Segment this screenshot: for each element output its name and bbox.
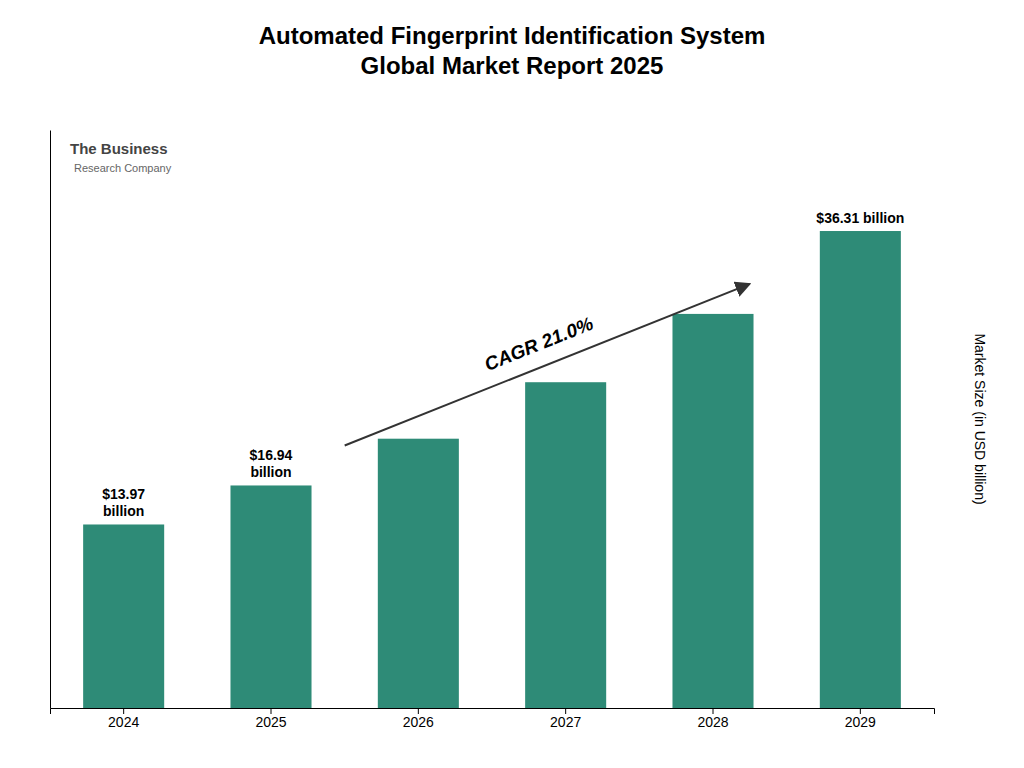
x-tick-label: 2024 — [108, 714, 139, 730]
bar — [230, 485, 311, 708]
data-label: $36.31 billion — [816, 210, 904, 226]
plot-area: 2024 2025 2026 2027 2028 2029 $13.97billion $16… — [51, 131, 935, 730]
x-tick: 2024 — [108, 708, 139, 730]
bars — [83, 231, 901, 708]
title: Automated Fingerprint Identification Sys… — [259, 22, 766, 79]
x-tick: 2025 — [255, 708, 286, 730]
bar — [525, 382, 606, 708]
logo-text: The Business — [70, 140, 168, 157]
x-tick: 2026 — [403, 708, 434, 730]
annotation: CAGR 21.0% — [482, 313, 597, 375]
cagr-arrow — [345, 284, 750, 446]
x-tick-label: 2027 — [550, 714, 581, 730]
x-tick-label: 2029 — [845, 714, 876, 730]
data-label: $16.94billion — [250, 447, 293, 480]
data-labels: $13.97billion $16.94billion $36.31 billion — [102, 210, 904, 519]
x-tick-label: 2026 — [403, 714, 434, 730]
bar — [820, 231, 901, 708]
bar — [83, 524, 164, 708]
x-tick-label: 2028 — [697, 714, 728, 730]
y-axis — [50, 131, 51, 709]
y-axis-line — [50, 131, 51, 709]
x-tick: 2028 — [697, 708, 728, 730]
chart-container: Automated Fingerprint Identification Sys… — [0, 0, 1024, 768]
x-axis-line — [51, 709, 935, 715]
bar — [378, 439, 459, 708]
logo-text: Research Company — [74, 162, 172, 174]
x-tick: 2027 — [550, 708, 581, 730]
x-axis: 2024 2025 2026 2027 2028 2029 — [51, 708, 935, 730]
x-tick-label: 2025 — [255, 714, 286, 730]
bar — [672, 314, 753, 708]
y-axis-title: Market Size (in USD billion) — [972, 333, 988, 504]
chart-svg: Automated Fingerprint Identification Sys… — [0, 0, 1024, 768]
x-tick: 2029 — [845, 708, 876, 730]
data-label: $13.97billion — [102, 486, 145, 519]
